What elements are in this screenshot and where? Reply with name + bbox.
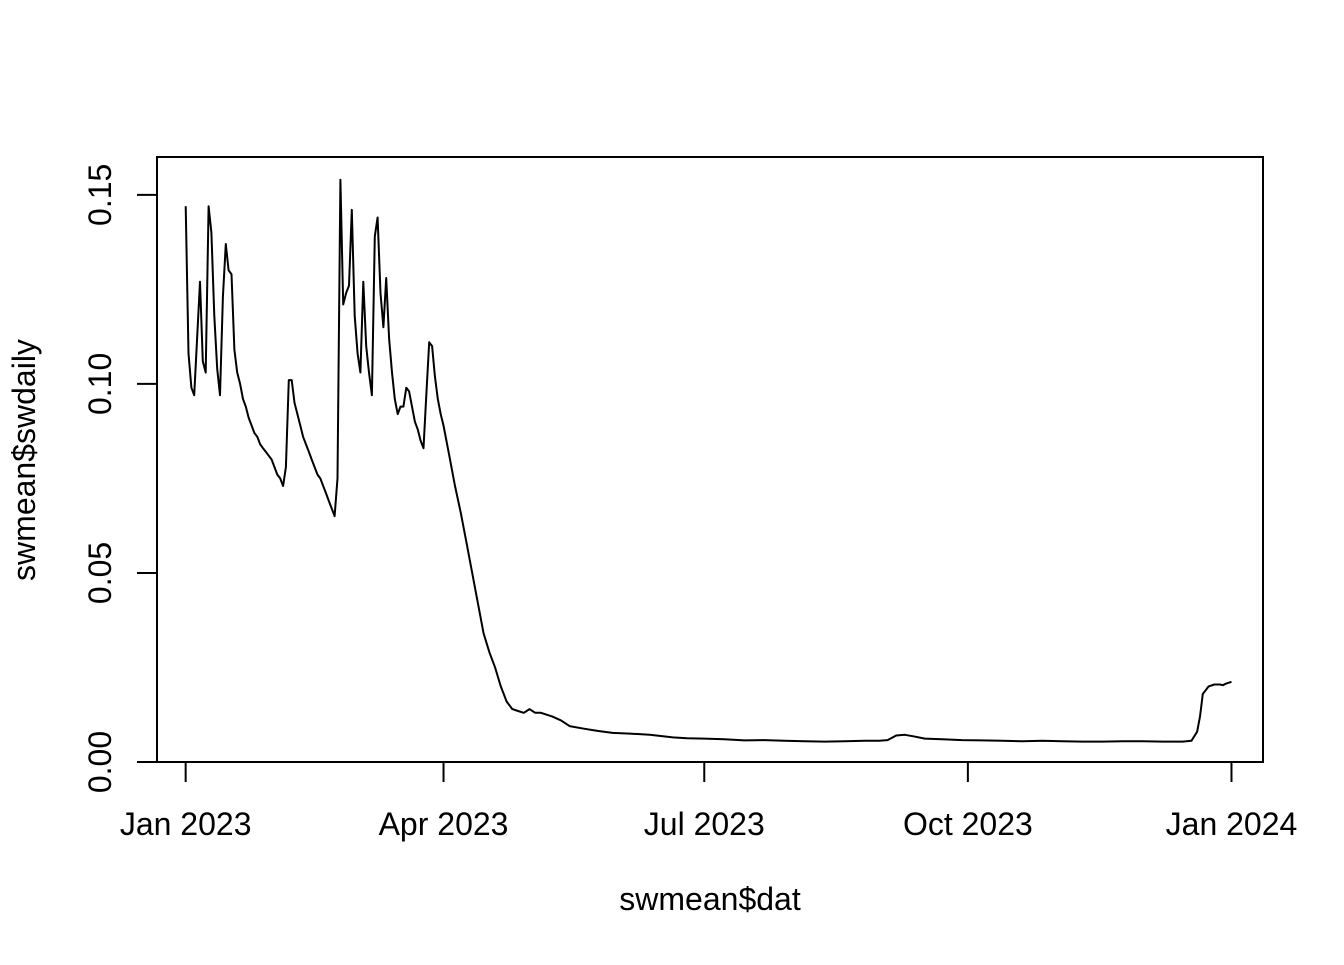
series-line	[184, 178, 1232, 743]
x-tick-label: Oct 2023	[903, 806, 1033, 842]
y-axis-label: swmean$swdaily	[6, 339, 42, 581]
y-tick-label: 0.15	[82, 164, 118, 226]
y-tick-label: 0.05	[82, 542, 118, 604]
y-tick-label: 0.00	[82, 731, 118, 793]
x-tick-label: Jan 2024	[1166, 806, 1298, 842]
y-tick-label: 0.10	[82, 353, 118, 415]
y-axis: 0.00 0.05 0.10 0.15	[82, 164, 158, 793]
x-tick-label: Jul 2023	[644, 806, 765, 842]
x-axis-label: swmean$dat	[619, 881, 801, 917]
x-axis: Jan 2023 Apr 2023 Jul 2023 Oct 2023 Jan 2024	[120, 761, 1298, 842]
x-tick-label: Apr 2023	[379, 806, 509, 842]
x-tick-label: Jan 2023	[120, 806, 252, 842]
plot-frame	[156, 156, 1264, 763]
